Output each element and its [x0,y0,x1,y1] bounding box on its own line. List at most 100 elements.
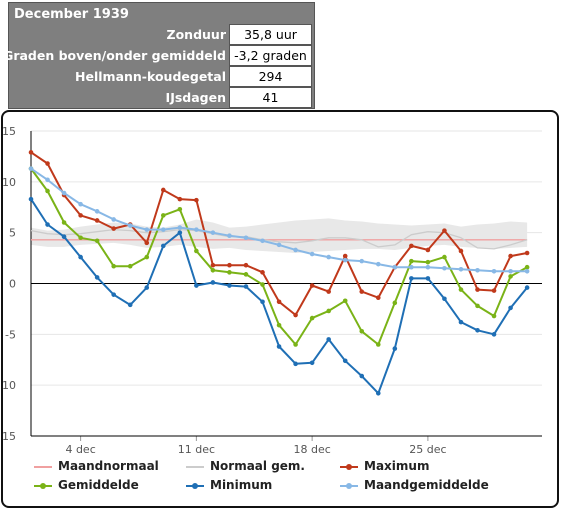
data-point-minimum [210,280,216,285]
data-point-maximum [326,289,331,294]
data-point-minimum [458,319,464,325]
data-point-maandgemiddelde [326,254,331,260]
x-tick-label: 4 dec [65,443,95,456]
data-point-gemiddelde [375,342,381,347]
data-point-minimum [160,243,166,249]
data-point-gemiddelde [78,235,83,241]
data-point-maximum [458,248,464,254]
x-tick-label: 25 dec [409,443,446,456]
data-point-gemiddelde [160,213,166,218]
data-point-minimum [342,358,348,364]
data-point-maandgemiddelde [458,266,464,272]
data-point-minimum [326,337,331,342]
data-point-gemiddelde [243,272,249,277]
data-point-maandgemiddelde [127,223,133,228]
data-point-maximum [442,228,447,233]
data-point-gemiddelde [210,267,216,273]
data-point-maximum [375,295,381,301]
data-point-gemiddelde [425,259,431,265]
data-point-minimum [260,299,265,305]
legend-marker [346,483,352,489]
stats-title: December 1939 [14,7,129,22]
data-point-maandgemiddelde [210,230,216,235]
data-point-minimum [227,283,232,288]
legend-label: Maandgemiddelde [364,478,489,492]
data-point-minimum [392,346,398,351]
legend-label: Gemiddelde [58,478,139,492]
data-point-minimum [491,332,497,337]
y-tick-label: 0 [9,278,16,291]
data-point-maandgemiddelde [491,269,497,274]
data-point-maandgemiddelde [392,264,398,270]
data-point-maandgemiddelde [409,264,414,270]
data-point-gemiddelde [127,263,133,269]
data-point-gemiddelde [309,315,315,321]
data-point-minimum [61,234,67,240]
y-tick-label: 15 [3,125,16,138]
legend-label: Maandnormaal [58,459,159,473]
data-point-maandgemiddelde [524,269,530,274]
data-point-gemiddelde [491,313,497,319]
data-point-maximum [309,283,315,288]
data-point-gemiddelde [177,206,183,212]
data-point-maximum [508,253,513,259]
y-tick-label: 10 [3,176,16,189]
data-point-minimum [276,344,282,349]
data-point-maximum [94,218,100,223]
data-point-maximum [210,262,216,268]
legend-label: Maximum [364,459,430,473]
data-point-maandgemiddelde [78,201,83,207]
data-point-gemiddelde [227,270,232,275]
data-point-minimum [111,292,116,297]
data-point-maximum [342,253,348,259]
data-point-maandgemiddelde [45,177,50,183]
data-point-maandgemiddelde [61,190,67,196]
data-point-minimum [409,276,414,281]
data-point-gemiddelde [260,282,265,287]
series-line-maandgemiddelde [30,167,528,273]
stats-value: 294 [229,66,312,87]
y-tick-label: 5 [9,227,16,240]
data-point-gemiddelde [442,254,447,260]
legend-label: Normaal gem. [210,459,305,473]
data-point-maximum [177,196,183,202]
data-point-maandgemiddelde [342,257,348,263]
data-point-maximum [111,226,116,231]
data-point-gemiddelde [276,322,282,328]
data-point-minimum [28,196,34,202]
data-point-maximum [475,287,480,292]
data-point-gemiddelde [94,238,100,244]
data-point-maandgemiddelde [177,225,183,230]
legend-marker [346,464,352,470]
data-point-maandgemiddelde [28,166,34,171]
data-point-minimum [293,361,298,367]
stats-label: Graden boven/onder gemiddeld [3,48,226,63]
data-point-maandgemiddelde [227,233,232,239]
stats-panel: December 1939 Zonduur 35,8 uur Graden bo… [3,2,315,109]
stats-label: Hellmann-koudegetal [75,69,226,84]
data-point-minimum [359,373,365,379]
data-point-gemiddelde [342,298,348,304]
data-point-maandgemiddelde [309,251,315,257]
x-tick-label: 18 dec [293,443,330,456]
y-tick-label: 15 [3,430,16,443]
data-point-minimum [375,391,381,396]
data-point-maandgemiddelde [442,265,447,271]
data-point-maximum [160,187,166,193]
data-point-gemiddelde [293,342,298,347]
data-point-gemiddelde [45,188,50,194]
data-point-gemiddelde [409,258,414,264]
data-point-minimum [127,302,133,308]
data-point-maximum [425,247,431,253]
legend-marker [40,483,46,489]
data-point-maximum [293,312,298,318]
data-point-maandgemiddelde [260,238,265,244]
data-point-minimum [94,275,100,280]
data-point-minimum [243,284,249,289]
data-point-gemiddelde [458,287,464,292]
series-line-gemiddelde [30,168,528,346]
stats-row-ijsdagen: IJsdagen 41 [9,87,314,109]
data-point-maximum [409,243,414,249]
legend-marker [192,483,198,489]
stats-value: -3,2 graden [229,45,312,66]
